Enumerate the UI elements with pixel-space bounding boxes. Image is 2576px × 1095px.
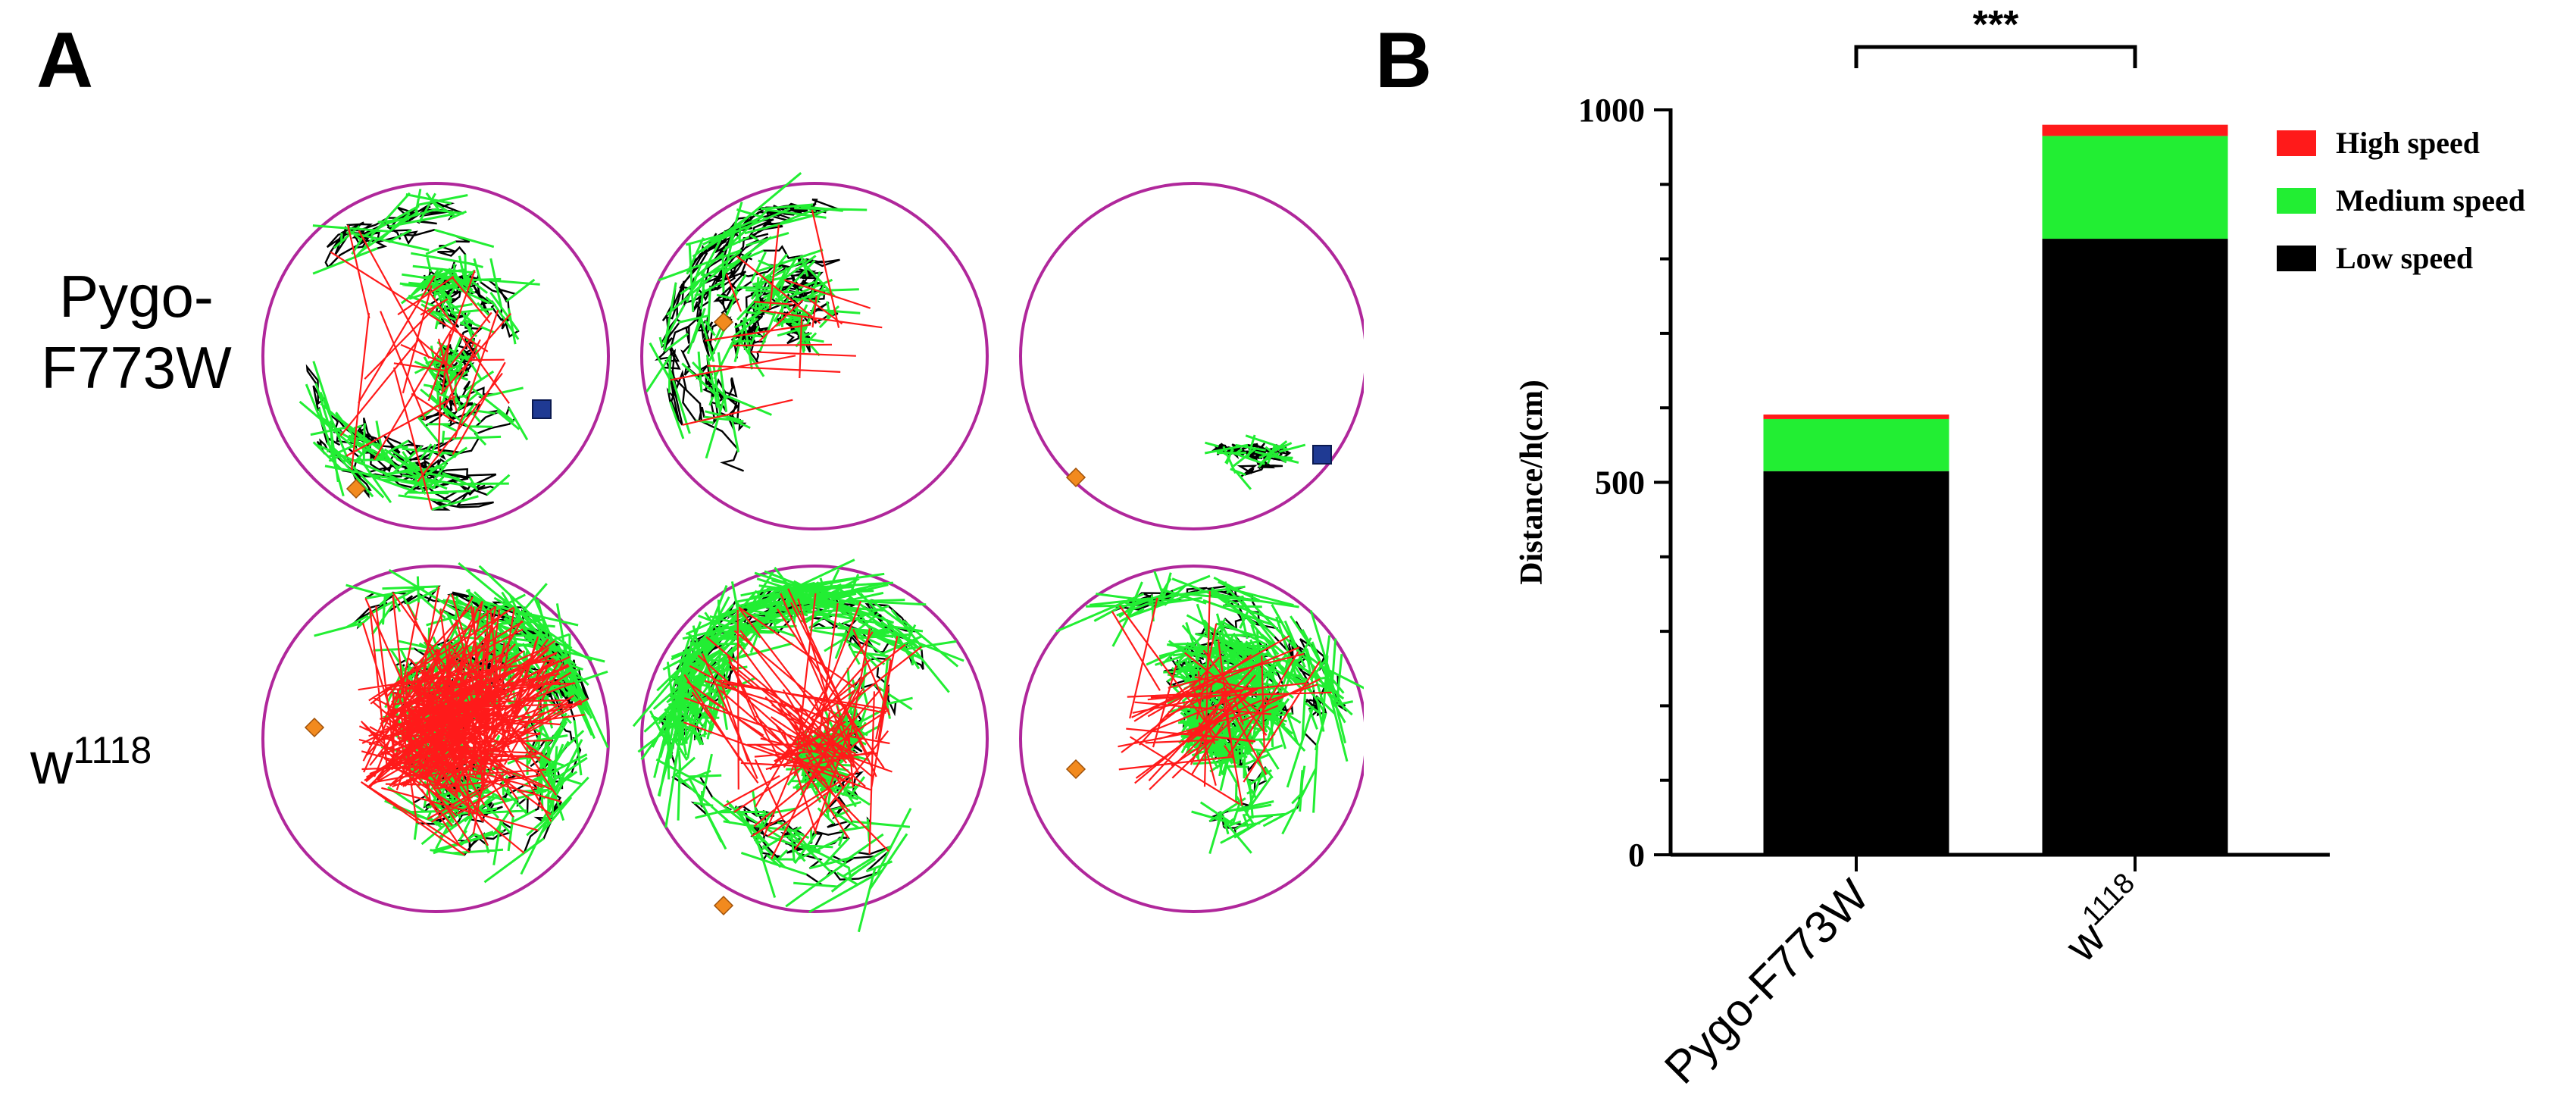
bar-1-low-speed [1763, 471, 1949, 855]
bar-2-low-speed [2042, 239, 2228, 856]
legend-label-medium-speed: Medium speed [2336, 183, 2525, 217]
trajectory-high-speed [358, 586, 589, 856]
legend-swatch-high-speed [2277, 130, 2316, 156]
legend-swatch-low-speed [2277, 246, 2316, 271]
arena-1-2 [640, 172, 989, 530]
row-label-w-sup: 1118 [73, 729, 152, 771]
start-marker-icon [1065, 759, 1086, 780]
arena-1-3 [1019, 182, 1364, 530]
row-label-w-base: w [30, 730, 73, 796]
bar-2-medium-speed [2042, 136, 2228, 239]
trajectory-high-speed [1111, 591, 1332, 806]
significance-stars: *** [1973, 3, 2019, 47]
arena-2-3 [1019, 565, 1364, 913]
start-marker-icon [345, 478, 367, 499]
arena-2-2 [632, 558, 989, 933]
trajectory-high-speed [670, 209, 883, 426]
legend-swatch-medium-speed [2277, 188, 2316, 214]
legend-label-low-speed: Low speed [2336, 241, 2473, 275]
trajectory-high-speed [683, 588, 923, 859]
end-marker-icon [532, 399, 552, 419]
significance-bracket [1854, 45, 2137, 68]
panel-letter-b: B [1375, 17, 1433, 105]
row-label-pygo-line2: F773W [41, 333, 232, 401]
x-tick-label: Pygo-F773W [1655, 870, 1878, 1093]
panel-letter-a: A [36, 17, 94, 105]
arena-boundary [1019, 182, 1364, 530]
row-label-w1118: w1118 [30, 727, 227, 799]
start-marker-icon [713, 311, 734, 333]
start-marker-icon [304, 717, 325, 738]
y-axis-label: Distance/h(cm) [1515, 380, 1549, 585]
arena-1-1 [261, 182, 610, 530]
arena-2-1 [261, 562, 610, 913]
row-label-pygo: Pygo- F773W [23, 261, 250, 403]
y-tick-label: 500 [1595, 465, 1645, 502]
y-tick-label: 1000 [1578, 92, 1645, 129]
bar-1-high-speed [1763, 415, 1949, 419]
stacked-bar-chart: 0 500 1000 Distance/h(cm) Pygo-F773W w1118 ***… [1515, 3, 2525, 1093]
row-label-pygo-line1: Pygo- [59, 263, 214, 330]
legend-label-high-speed: High speed [2336, 126, 2480, 160]
start-marker-icon [713, 895, 734, 916]
arena-boundary [640, 182, 989, 530]
trajectory-medium-speed [1204, 434, 1306, 490]
y-tick-label: 0 [1628, 837, 1645, 874]
x-tick-label: w1118 [2052, 867, 2157, 971]
trajectory-high-speed [330, 224, 512, 510]
bar-2-high-speed [2042, 124, 2228, 136]
arena-grid [261, 172, 1364, 933]
bar-1-medium-speed [1763, 418, 1949, 471]
start-marker-icon [1065, 467, 1086, 488]
end-marker-icon [1312, 445, 1332, 465]
